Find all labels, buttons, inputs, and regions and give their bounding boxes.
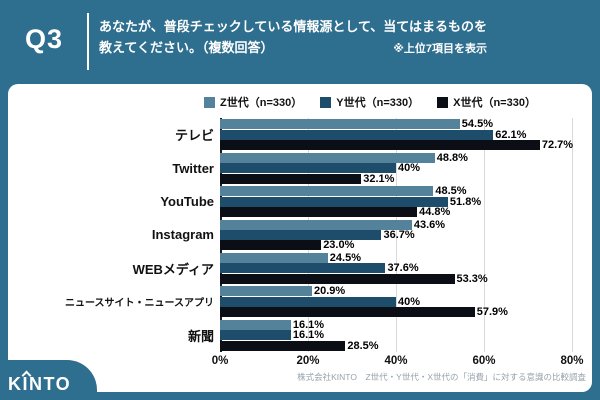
legend-swatch-gen-x [437, 96, 449, 108]
category-label: YouTube [160, 194, 214, 210]
bar-group: 48.5% 51.8% 44.8% [220, 185, 572, 218]
bar [220, 330, 291, 341]
bar-value-label: 20.9% [313, 285, 346, 298]
category-label: テレビ [174, 128, 214, 144]
legend-swatch-gen-y [320, 96, 332, 108]
bar [220, 173, 362, 184]
bar-value-label: 24.5% [329, 251, 361, 264]
question-title-line1: あなたが、普段チェックしている情報源として、当てはまるものを [99, 19, 488, 34]
x-tick-label: 20% [296, 355, 320, 367]
bar-group: 16.1% 16.1% 28.5% [220, 319, 572, 352]
bar-value-label: 48.5% [435, 185, 467, 198]
bar-value-label: 43.6% [413, 218, 446, 231]
top7-note: ※上位7項目を表示 [393, 43, 487, 55]
bar [220, 252, 328, 263]
bar-value-label: 72.7% [541, 139, 574, 152]
legend-item-gen-y: Y世代（n=330） [320, 94, 419, 110]
bar [220, 307, 475, 318]
chart-panel: Z世代（n=330） Y世代（n=330） X世代（n=330） テレビ Twit… [8, 84, 592, 392]
bar [220, 129, 494, 140]
kinto-logo-text: KINTO [8, 374, 72, 394]
source-text: 株式会社KINTO Z世代・Y世代・X世代の「消費」に対する意識の比較調査 [297, 372, 586, 382]
question-number: Q3 [24, 24, 64, 54]
bar-value-label: 57.9% [476, 306, 508, 319]
legend-label-gen-x: X世代（n=330） [453, 97, 536, 109]
question-title: あなたが、普段チェックしている情報源として、当てはまるものを 教えてください。（… [99, 16, 487, 58]
kinto-logo: KINTO [0, 360, 97, 400]
bar [220, 219, 412, 230]
x-tick-label: 0% [211, 355, 229, 367]
bar-value-label: 44.8% [419, 206, 451, 219]
bar [220, 207, 418, 218]
bar-group: 24.5% 37.6% 53.3% [220, 252, 572, 285]
x-tick-label: 40% [384, 355, 408, 367]
category-label: WEBメディア [132, 261, 214, 277]
bar-value-label: 16.1% [292, 329, 325, 342]
header-divider [87, 13, 89, 70]
bar [220, 119, 460, 130]
bar-value-label: 37.6% [387, 262, 419, 275]
category-label: 新聞 [187, 328, 214, 344]
gridline [396, 118, 397, 352]
bar [220, 140, 540, 151]
bar [220, 286, 312, 297]
gridline [572, 118, 573, 352]
category-label: ニュースサイト・ニュースアプリ [65, 298, 214, 310]
bar-value-label: 40% [398, 162, 421, 175]
bar-value-label: 48.8% [436, 151, 468, 164]
bar-value-label: 16.1% [292, 318, 325, 331]
plot-area: 54.5% 62.1% 72.7% 48.8% 40% 32.1% 48.5% 51.8% 44… [220, 118, 574, 352]
bar [220, 263, 386, 274]
bar-value-label: 62.1% [495, 128, 527, 141]
bar-value-label: 53.3% [456, 272, 488, 285]
category-labels: テレビ Twitter YouTube Instagram WEBメディアニュースサイト… [8, 118, 214, 352]
bar-value-label: 32.1% [363, 172, 395, 185]
x-tick-label: 80% [560, 355, 584, 367]
bar-value-label: 54.5% [461, 118, 493, 131]
bar-group: 20.9% 40% 57.9% [220, 285, 572, 318]
bar [220, 296, 396, 307]
bar [220, 163, 396, 174]
legend-item-gen-x: X世代（n=330） [437, 94, 536, 110]
bar-value-label: 28.5% [347, 339, 379, 352]
logo-i-caret: I [22, 374, 30, 394]
bar-value-label: 36.7% [383, 228, 415, 241]
bar [220, 273, 455, 284]
category-label: Instagram [151, 227, 214, 243]
legend-swatch-gen-z [204, 96, 216, 108]
gridline [484, 118, 485, 352]
bar [220, 229, 382, 240]
legend-label-gen-z: Z世代（n=330） [220, 97, 303, 109]
legend-label-gen-y: Y世代（n=330） [336, 97, 420, 109]
bar-group: 54.5% 62.1% 72.7% [220, 118, 574, 152]
legend-item-gen-z: Z世代（n=330） [204, 94, 302, 110]
bar [220, 240, 322, 251]
x-tick-label: 60% [472, 355, 496, 367]
question-title-line2: 教えてください。（複数回答） [99, 40, 274, 55]
bar-value-label: 51.8% [449, 195, 482, 208]
bar [220, 196, 448, 207]
bar [220, 319, 291, 330]
bar-group: 48.8% 40% 32.1% [220, 151, 572, 184]
bar [220, 340, 346, 351]
legend: Z世代（n=330） Y世代（n=330） X世代（n=330） [158, 94, 582, 110]
header: Q3 あなたが、普段チェックしている情報源として、当てはまるものを 教えてくださ… [0, 0, 600, 84]
bar [220, 186, 434, 197]
bar-value-label: 40% [398, 295, 421, 308]
bar-value-label: 23.0% [323, 239, 355, 252]
bar-group: 43.6% 36.7% 23.0% [220, 218, 572, 251]
x-axis: 0% 20% 40% 60% 80% [212, 355, 584, 371]
bar [220, 152, 435, 163]
category-label: Twitter [172, 160, 214, 176]
